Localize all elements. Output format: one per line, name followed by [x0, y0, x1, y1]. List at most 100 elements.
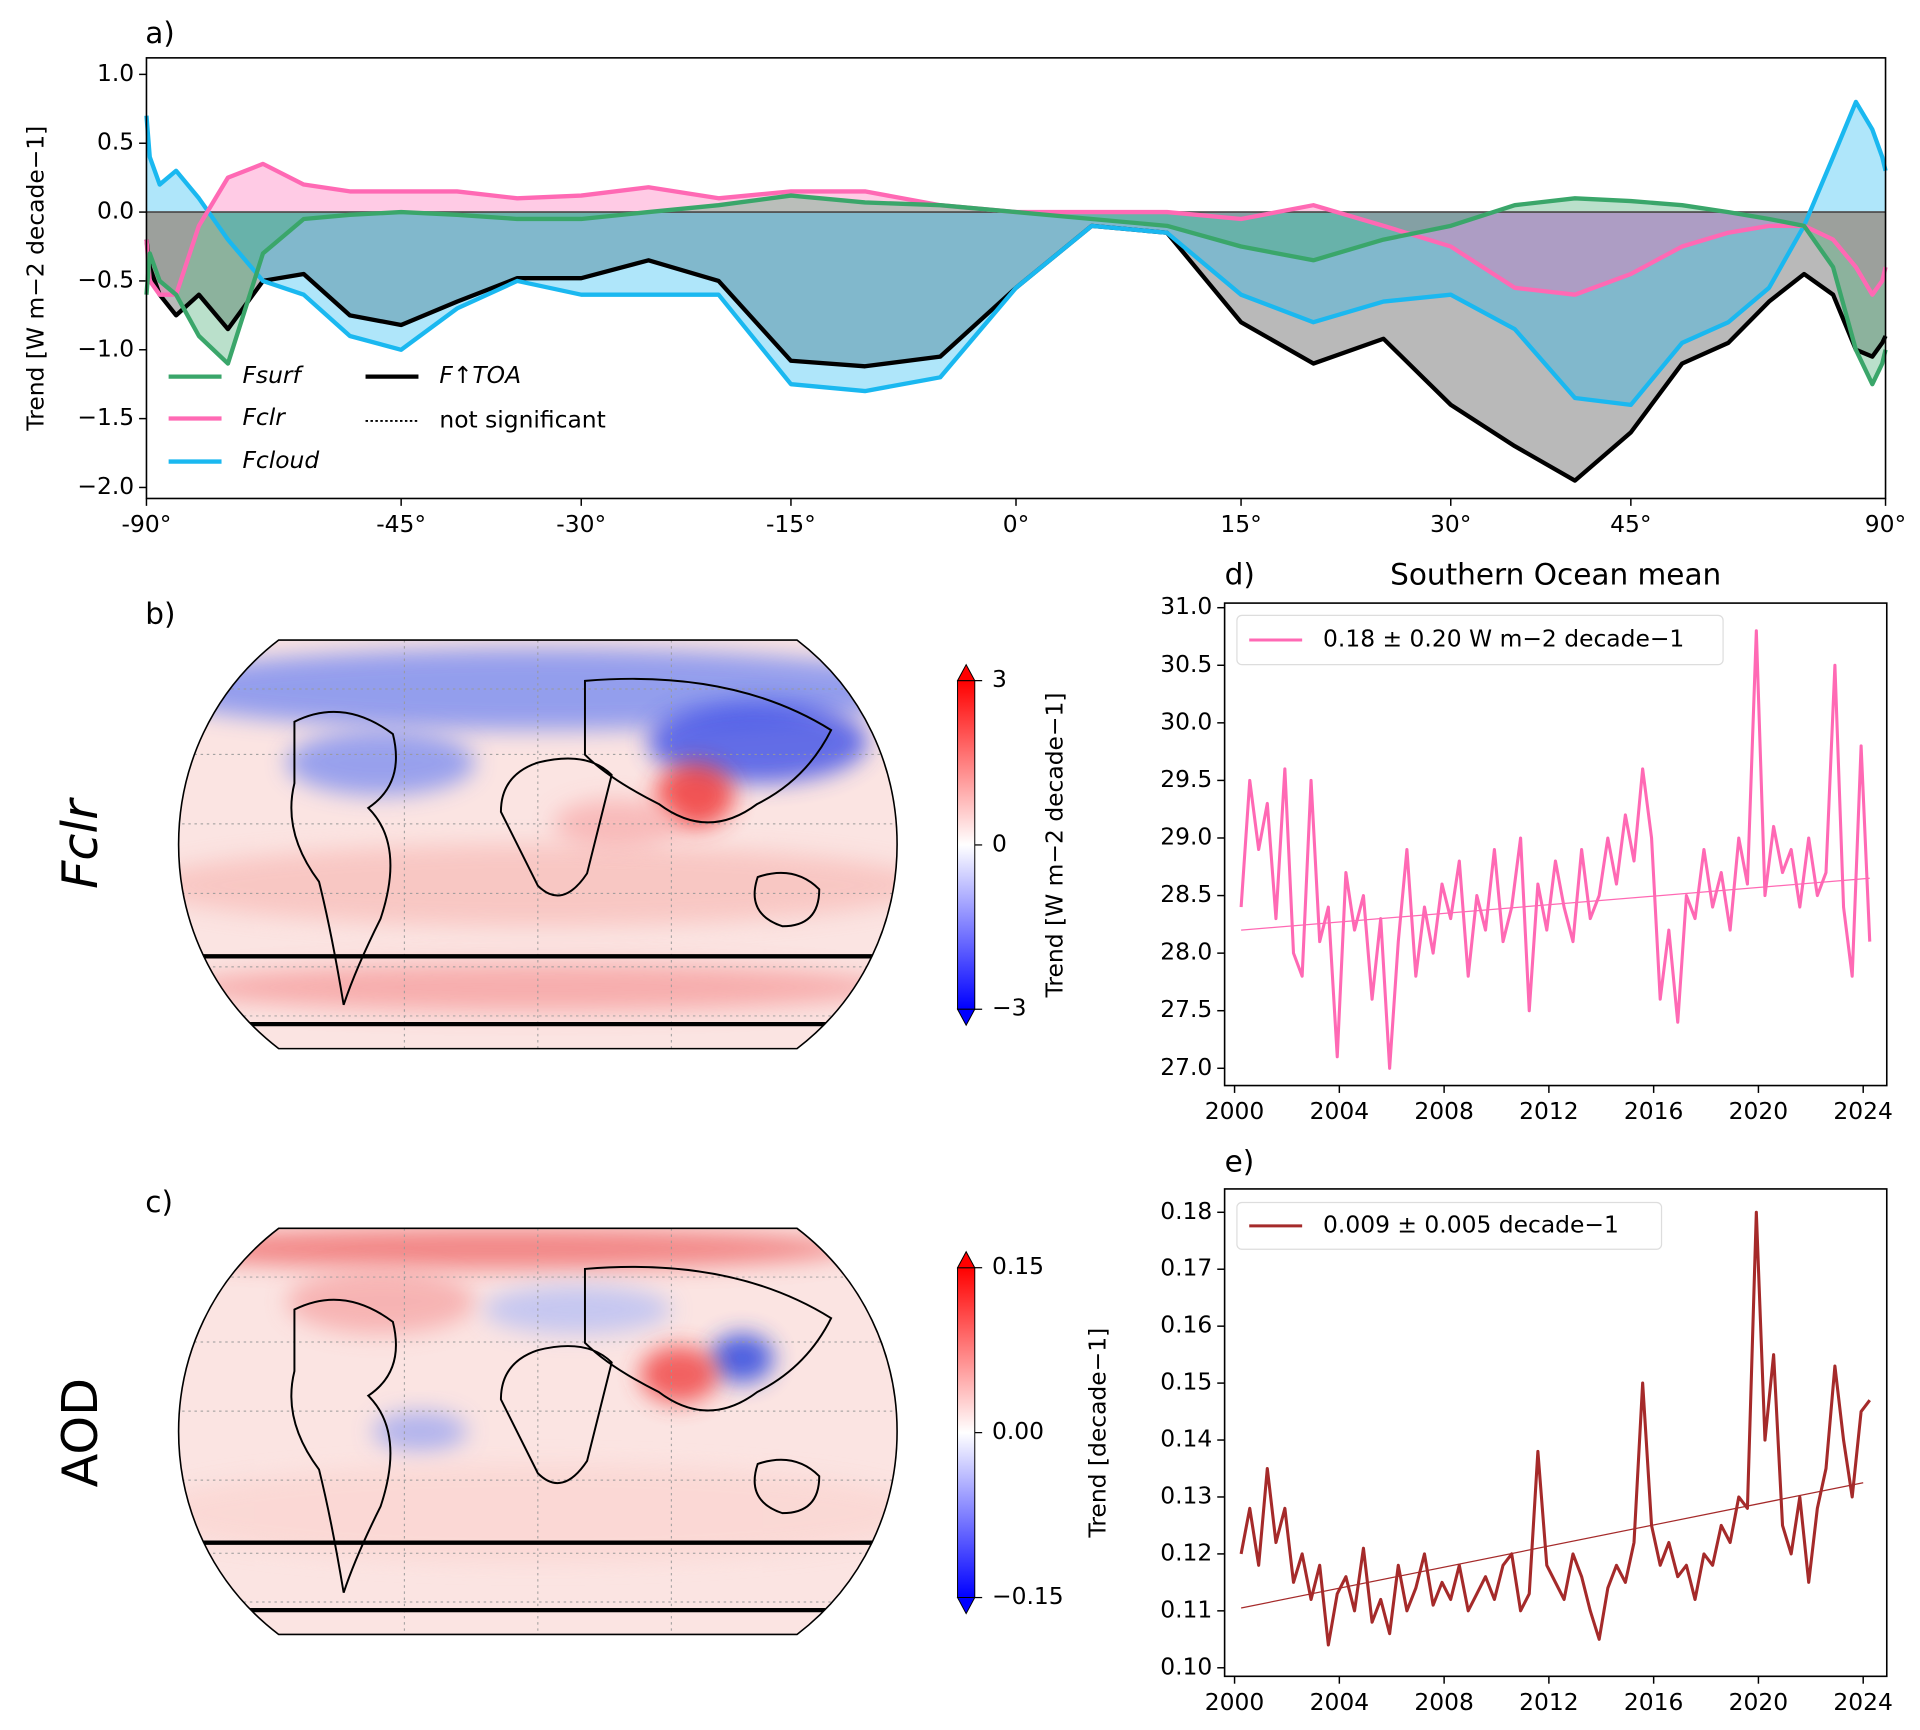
y-tick-label: 0.18 [1160, 1197, 1212, 1225]
colorbar [957, 680, 976, 1010]
line [1240, 1482, 1864, 1609]
legend-label: F↑TOA [439, 361, 521, 389]
area [146, 195, 1886, 385]
plot-frame [1223, 1188, 1888, 1678]
y-tick-label: 29.0 [1160, 822, 1212, 850]
x-tick-label: 2008 [1414, 1688, 1474, 1716]
y-tick-label: −2.0 [77, 472, 134, 500]
x-tick-label: -45° [376, 510, 426, 538]
panel-label: d) [1225, 558, 1255, 592]
x-tick-label: 2008 [1414, 1097, 1474, 1125]
colorbar-tick-label: 0.15 [992, 1252, 1044, 1280]
y-tick-label: 0.14 [1160, 1425, 1212, 1453]
y-axis-label: Trend [decade−1] [1084, 1328, 1112, 1539]
y-tick-label: 0.13 [1160, 1481, 1212, 1509]
y-tick-label: 0.15 [1160, 1368, 1212, 1396]
line [1239, 1210, 1871, 1647]
legend-label: 0.009 ± 0.005 decade−1 [1323, 1210, 1619, 1238]
map-patch [647, 701, 868, 784]
legend-label: Fclr [242, 403, 286, 431]
map-patch [639, 1346, 719, 1403]
map [178, 1228, 898, 1635]
map [178, 640, 898, 1049]
x-tick-label: 2012 [1519, 1097, 1579, 1125]
map-patch [655, 762, 735, 828]
chart-title: Southern Ocean mean [1390, 558, 1721, 592]
panel-label: c) [145, 1185, 173, 1219]
plot-frame [1223, 602, 1888, 1087]
colorbar-extend [956, 1250, 976, 1269]
y-tick-label: 28.0 [1160, 938, 1212, 966]
y-tick-label: 27.0 [1160, 1053, 1212, 1081]
line [144, 193, 1888, 387]
map-patch [178, 1228, 852, 1269]
legend-label: not significant [439, 405, 605, 433]
colorbar [957, 1267, 976, 1599]
x-tick-label: 0° [1003, 510, 1030, 538]
map-patch [482, 1285, 672, 1334]
x-tick-label: 2000 [1205, 1688, 1265, 1716]
map-border [177, 639, 898, 1050]
legend-label: Fcloud [242, 446, 319, 474]
x-tick-label: 2020 [1729, 1097, 1789, 1125]
x-tick-label: -15° [766, 510, 816, 538]
y-tick-label: 28.5 [1160, 880, 1212, 908]
y-tick-label: 0.12 [1160, 1538, 1212, 1566]
y-tick-label: 31.0 [1160, 592, 1212, 620]
y-tick-label: 0.10 [1160, 1652, 1212, 1680]
y-tick-label: 0.11 [1160, 1595, 1212, 1623]
colorbar-extend [956, 1008, 976, 1027]
row-label: Fclr [51, 797, 109, 889]
x-tick-label: 2004 [1310, 1688, 1370, 1716]
area [146, 212, 1886, 481]
colorbar-tick-label: 0 [992, 829, 1007, 857]
line [144, 99, 1888, 408]
y-tick-label: 0.17 [1160, 1254, 1212, 1282]
y-tick-label: 1.0 [97, 59, 134, 87]
map-patch [372, 1411, 468, 1452]
x-tick-label: -30° [556, 510, 606, 538]
x-tick-label: 15° [1220, 510, 1261, 538]
x-tick-label: 2024 [1833, 1097, 1893, 1125]
y-tick-label: 0.0 [97, 197, 134, 225]
plot-frame [145, 57, 1887, 500]
line [1239, 629, 1872, 1070]
x-tick-label: 2020 [1729, 1688, 1789, 1716]
x-tick-label: 2000 [1205, 1097, 1265, 1125]
area [146, 101, 1886, 405]
y-tick-label: 0.16 [1160, 1311, 1212, 1339]
colorbar-tick-label: −0.15 [992, 1582, 1064, 1610]
y-tick-label: 30.5 [1160, 650, 1212, 678]
x-tick-label: 2016 [1624, 1097, 1684, 1125]
map-border [177, 1227, 898, 1636]
panel-label: a) [145, 16, 175, 50]
legend-label: Fsurf [242, 361, 304, 389]
legend-label: 0.18 ± 0.20 W m−2 decade−1 [1323, 625, 1684, 653]
panel-label: b) [145, 597, 175, 631]
colorbar-tick-label: 3 [992, 665, 1007, 693]
colorbar-extend [956, 1597, 976, 1615]
map-patch [286, 729, 476, 796]
y-tick-label: 27.5 [1160, 995, 1212, 1023]
x-tick-label: 30° [1430, 510, 1471, 538]
map-patch [710, 1333, 774, 1383]
legend-box [1236, 614, 1724, 666]
y-tick-label: −0.5 [77, 265, 134, 293]
x-tick-label: -90° [122, 510, 172, 538]
row-label: AOD [51, 1378, 109, 1487]
y-tick-label: 30.0 [1160, 707, 1212, 735]
continent-outline [290, 677, 833, 1006]
line [1241, 877, 1870, 931]
y-tick-label: −1.0 [77, 334, 134, 362]
map-patch [286, 1268, 476, 1334]
x-tick-label: 2012 [1519, 1688, 1579, 1716]
x-tick-label: 2016 [1624, 1688, 1684, 1716]
y-tick-label: −1.5 [77, 403, 134, 431]
x-tick-label: 2024 [1833, 1688, 1893, 1716]
colorbar-tick-label: −3 [992, 994, 1026, 1022]
map-patch [553, 799, 680, 849]
colorbar-label: Trend [W m−2 decade−1] [1040, 692, 1068, 998]
x-tick-label: 45° [1610, 510, 1651, 538]
panel-label: e) [1225, 1145, 1255, 1179]
